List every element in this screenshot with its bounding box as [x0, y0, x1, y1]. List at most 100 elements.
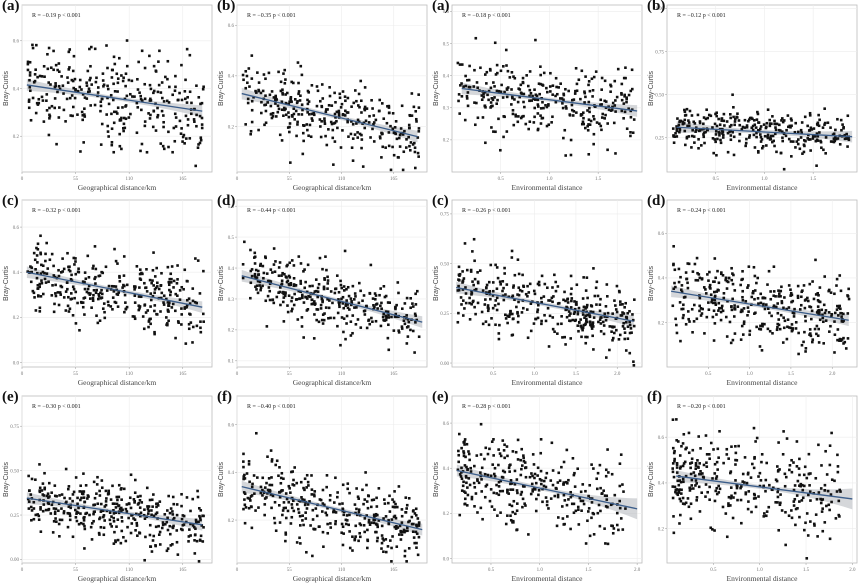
- data-point: [517, 115, 520, 118]
- data-point: [587, 118, 591, 121]
- data-point: [133, 518, 137, 521]
- data-point: [191, 287, 195, 290]
- data-point: [684, 474, 688, 478]
- data-point: [673, 485, 677, 489]
- data-point: [82, 141, 85, 144]
- data-point: [815, 497, 819, 501]
- data-point: [583, 90, 586, 93]
- data-point: [720, 119, 724, 122]
- data-point: [540, 322, 543, 326]
- data-point: [839, 311, 842, 315]
- data-point: [328, 86, 331, 89]
- data-point: [780, 300, 784, 303]
- data-point: [417, 155, 420, 158]
- data-point: [287, 274, 291, 278]
- data-point: [310, 112, 314, 116]
- data-point: [254, 276, 257, 279]
- data-point: [573, 300, 576, 303]
- data-point: [675, 461, 679, 465]
- data-point: [581, 328, 584, 332]
- data-point: [197, 143, 200, 146]
- data-point: [250, 268, 254, 271]
- data-point: [59, 271, 63, 274]
- data-point: [560, 322, 563, 326]
- data-point: [847, 297, 851, 301]
- data-point: [602, 489, 605, 493]
- data-point: [534, 98, 537, 101]
- data-point: [519, 91, 523, 95]
- data-point: [835, 277, 839, 281]
- data-point: [816, 535, 819, 538]
- data-point: [729, 496, 733, 500]
- data-point: [590, 497, 594, 500]
- data-point: [810, 128, 814, 131]
- data-point: [800, 499, 804, 502]
- y-tick-label: 0.2: [658, 321, 665, 326]
- data-point: [393, 126, 397, 129]
- data-point: [755, 325, 758, 329]
- data-point: [774, 128, 778, 132]
- data-point: [70, 297, 74, 301]
- data-point: [555, 92, 559, 96]
- data-point: [484, 320, 488, 323]
- data-point: [70, 78, 74, 82]
- data-point: [486, 309, 490, 313]
- data-point: [461, 270, 464, 273]
- data-point: [181, 140, 184, 143]
- data-point: [522, 92, 526, 96]
- data-point: [489, 297, 492, 301]
- data-point: [153, 332, 156, 336]
- data-point: [671, 496, 675, 500]
- data-point: [116, 498, 119, 502]
- y-tick-label: 0.00: [440, 362, 449, 367]
- data-point: [818, 286, 822, 289]
- data-point: [628, 351, 632, 355]
- data-point: [43, 277, 47, 281]
- data-point: [387, 323, 390, 327]
- data-point: [97, 293, 100, 296]
- data-point: [713, 472, 717, 475]
- data-point: [269, 449, 273, 452]
- data-point: [133, 491, 137, 495]
- data-point: [758, 484, 762, 488]
- data-point: [281, 88, 284, 91]
- data-point: [489, 263, 493, 267]
- data-point: [376, 536, 379, 540]
- data-point: [504, 293, 507, 296]
- data-point: [529, 302, 533, 306]
- data-point: [265, 272, 269, 275]
- data-point: [280, 283, 283, 287]
- data-point: [172, 524, 175, 528]
- data-point: [775, 328, 779, 332]
- data-point: [293, 118, 296, 121]
- data-point: [838, 339, 841, 342]
- data-point: [357, 92, 361, 96]
- data-point: [756, 112, 760, 116]
- data-point: [589, 119, 593, 123]
- data-point: [718, 487, 722, 491]
- data-point: [351, 314, 355, 317]
- data-point: [357, 539, 360, 543]
- data-point: [325, 268, 328, 272]
- data-point: [485, 70, 489, 74]
- data-point: [66, 287, 69, 291]
- data-point: [796, 294, 800, 298]
- data-point: [505, 88, 509, 91]
- data-point: [766, 327, 770, 331]
- data-point: [353, 306, 356, 309]
- data-point: [198, 516, 202, 520]
- data-point: [792, 488, 796, 492]
- data-point: [682, 303, 685, 307]
- data-point: [582, 305, 586, 309]
- data-point: [50, 252, 54, 256]
- data-point: [672, 141, 676, 145]
- data-point: [577, 329, 580, 333]
- y-tick-label: 0.2: [228, 125, 235, 130]
- data-point: [571, 114, 575, 117]
- data-point: [346, 306, 350, 310]
- data-point: [394, 132, 398, 136]
- data-point: [585, 276, 589, 279]
- data-point: [533, 115, 536, 119]
- data-point: [279, 476, 283, 480]
- data-point: [490, 126, 493, 129]
